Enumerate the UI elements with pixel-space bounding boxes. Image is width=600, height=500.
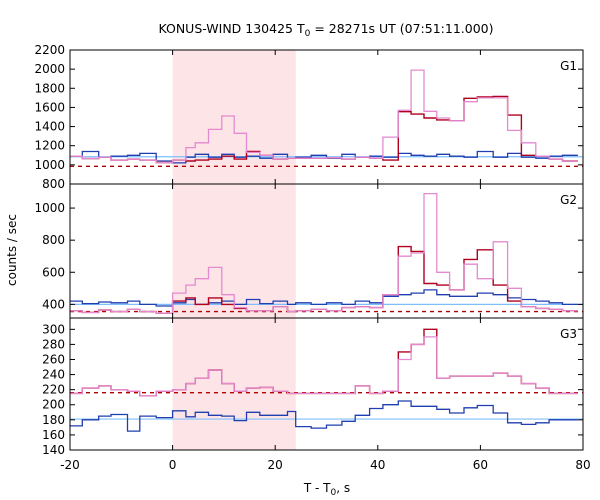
y-tick-label: 400 xyxy=(42,297,65,311)
panel-label: G2 xyxy=(560,193,577,207)
panels: 8001000120014001600180020002200G14006008… xyxy=(34,43,590,472)
series-pink xyxy=(70,192,578,314)
panel-g1: 800 1000 1200 1400 1600 1800 2000 2200 G1 xyxy=(34,43,584,191)
series-blue xyxy=(70,289,578,307)
y-tick-label: 1800 xyxy=(34,81,65,95)
x-tick-label: 0 xyxy=(169,458,177,472)
y-tick-label: 180 xyxy=(42,413,65,427)
series-blue xyxy=(70,400,578,432)
x-tick-label: 40 xyxy=(370,458,385,472)
y-tick-label: 140 xyxy=(42,443,65,457)
y-tick-label: 160 xyxy=(42,428,65,442)
x-tick-label: 60 xyxy=(473,458,488,472)
y-tick-label: 1000 xyxy=(34,158,65,172)
y-tick-label: 1200 xyxy=(34,139,65,153)
y-tick-label: 2000 xyxy=(34,62,65,76)
panel-label: G1 xyxy=(560,59,577,73)
y-tick-label: 1400 xyxy=(34,120,65,134)
x-axis-label: T - T0, s xyxy=(303,481,350,498)
x-tick-label: 80 xyxy=(575,458,590,472)
series-red xyxy=(70,328,578,397)
y-tick-label: 800 xyxy=(42,177,65,191)
panel-label: G3 xyxy=(560,327,577,341)
x-tick-label: -20 xyxy=(60,458,80,472)
panel-frame xyxy=(69,49,584,185)
y-tick-label: 600 xyxy=(42,265,65,279)
y-tick-label: 220 xyxy=(42,383,65,397)
series-pink xyxy=(70,336,578,397)
panel-frame xyxy=(69,317,584,451)
series-blue xyxy=(70,150,578,164)
y-tick-label: 300 xyxy=(42,322,65,336)
y-tick-label: 260 xyxy=(42,352,65,366)
series-red xyxy=(70,245,578,314)
panel-g2: 400 600 800 1000 G2 xyxy=(34,183,584,319)
y-axis-label: counts / sec xyxy=(5,214,19,286)
y-tick-label: 800 xyxy=(42,233,65,247)
panel-frame xyxy=(69,183,584,319)
chart-title: KONUS-WIND 130425 T0 = 28271s UT (07:51:… xyxy=(158,21,493,39)
x-tick-label: 20 xyxy=(268,458,283,472)
y-tick-label: 240 xyxy=(42,368,65,382)
series-red xyxy=(70,95,578,164)
y-tick-label: 1000 xyxy=(34,201,65,215)
y-tick-label: 200 xyxy=(42,398,65,412)
series-pink xyxy=(70,69,578,164)
y-tick-label: 1600 xyxy=(34,100,65,114)
y-tick-label: 2200 xyxy=(34,43,65,57)
y-tick-label: 280 xyxy=(42,337,65,351)
